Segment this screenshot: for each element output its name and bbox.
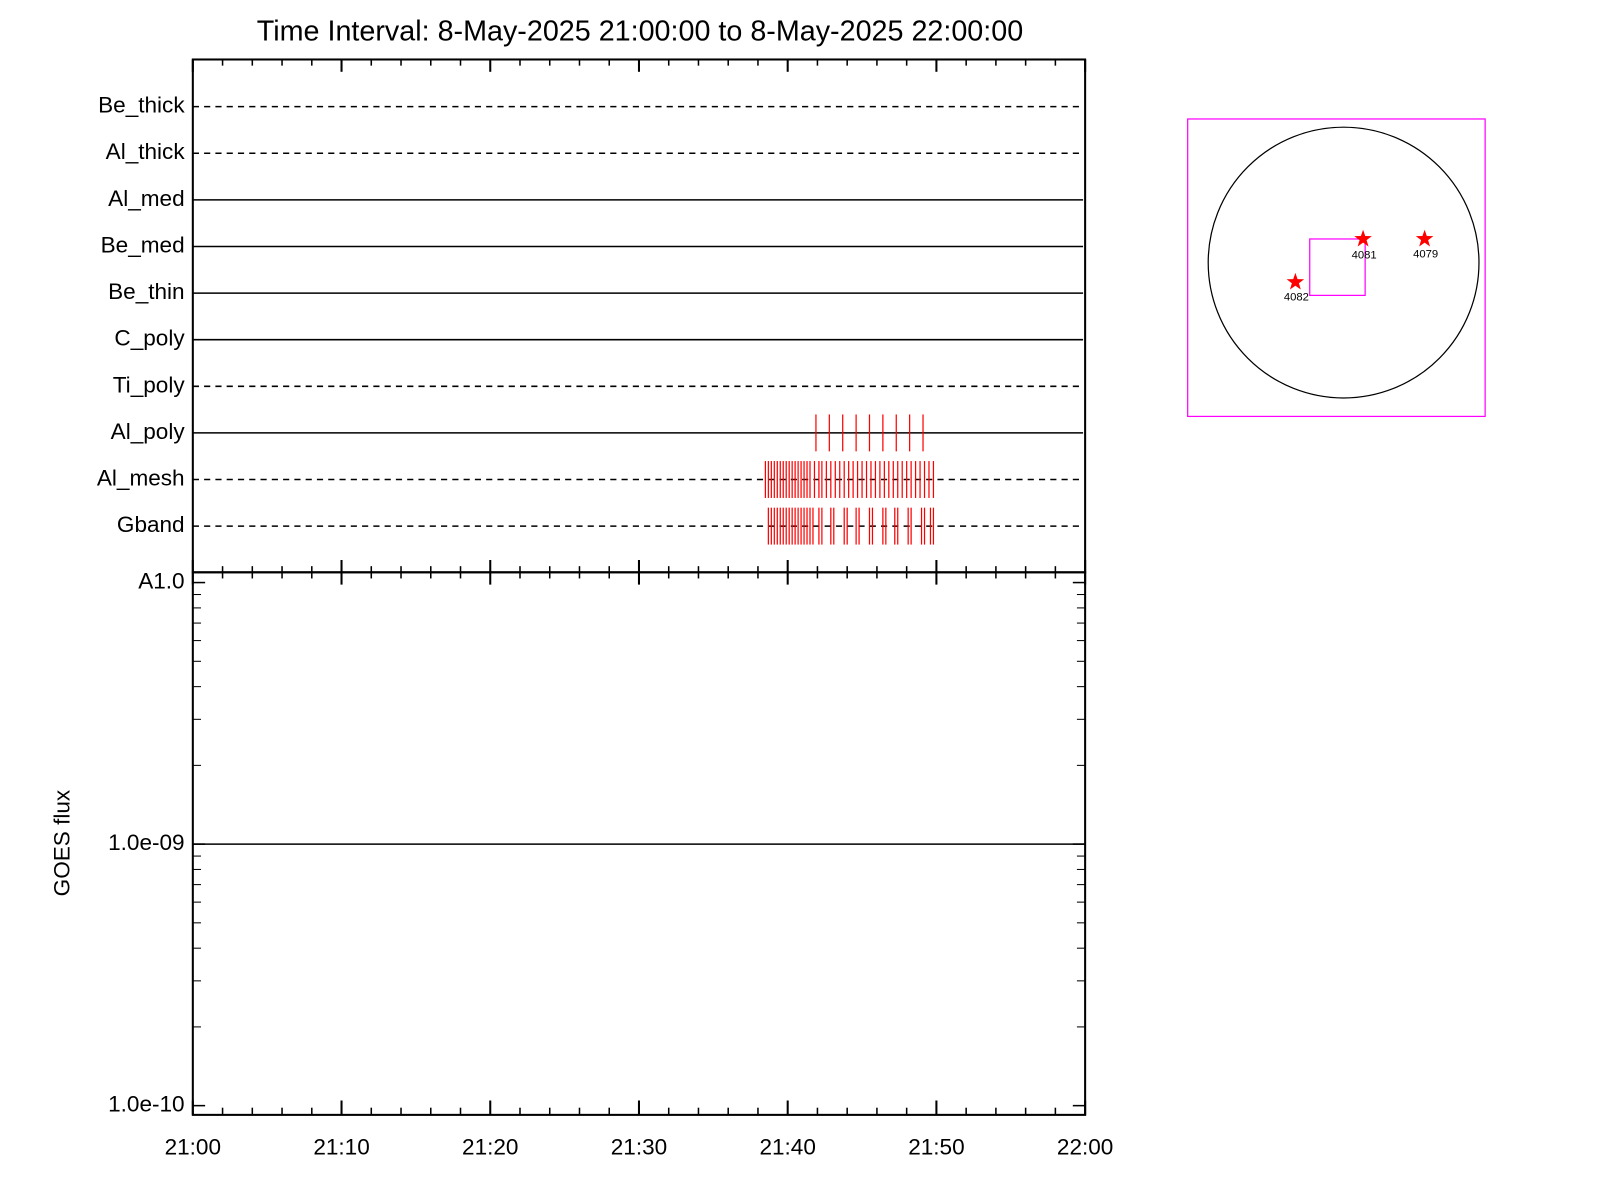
y-axis-label: GOES flux: [50, 789, 75, 896]
x-tick-label: 22:00: [1057, 1135, 1113, 1160]
solar-disk: [1207, 126, 1480, 399]
inset-frame: [1187, 118, 1486, 418]
region-star: [1286, 272, 1305, 290]
x-tick-label: 21:30: [611, 1135, 667, 1160]
row-label: Al_med: [108, 186, 184, 211]
region-star: [1415, 229, 1434, 247]
region-label: 4079: [1413, 248, 1438, 260]
x-tick-label: 21:40: [759, 1135, 815, 1160]
fov-box: [1309, 238, 1366, 296]
row-label: Be_thick: [98, 93, 185, 118]
x-tick-label: 21:10: [313, 1135, 369, 1160]
row-label: C_poly: [114, 326, 185, 351]
row-label: Al_thick: [106, 139, 186, 164]
row-label: Al_poly: [111, 419, 186, 444]
x-tick-label: 21:00: [165, 1135, 221, 1160]
row-label: Gband: [117, 512, 185, 537]
row-label: Be_med: [101, 232, 185, 257]
row-label: Be_thin: [108, 279, 184, 304]
y-tick-label: A1.0: [138, 569, 184, 594]
solar-inset: 4081 4079 4082: [1187, 118, 1486, 418]
y-tick-label: 1.0e-10: [108, 1092, 184, 1117]
region-label: 4082: [1284, 291, 1309, 303]
x-tick-label: 21:20: [462, 1135, 518, 1160]
region-label: 4081: [1352, 249, 1377, 261]
row-label: Ti_poly: [113, 372, 186, 397]
y-tick-label: 1.0e-09: [108, 830, 184, 855]
region-star: [1354, 229, 1372, 247]
chart-title: Time Interval: 8-May-2025 21:00:00 to 8-…: [257, 15, 1023, 47]
x-tick-label: 21:50: [908, 1135, 964, 1160]
row-label: Al_mesh: [97, 465, 185, 490]
top-frame: [191, 58, 1087, 574]
